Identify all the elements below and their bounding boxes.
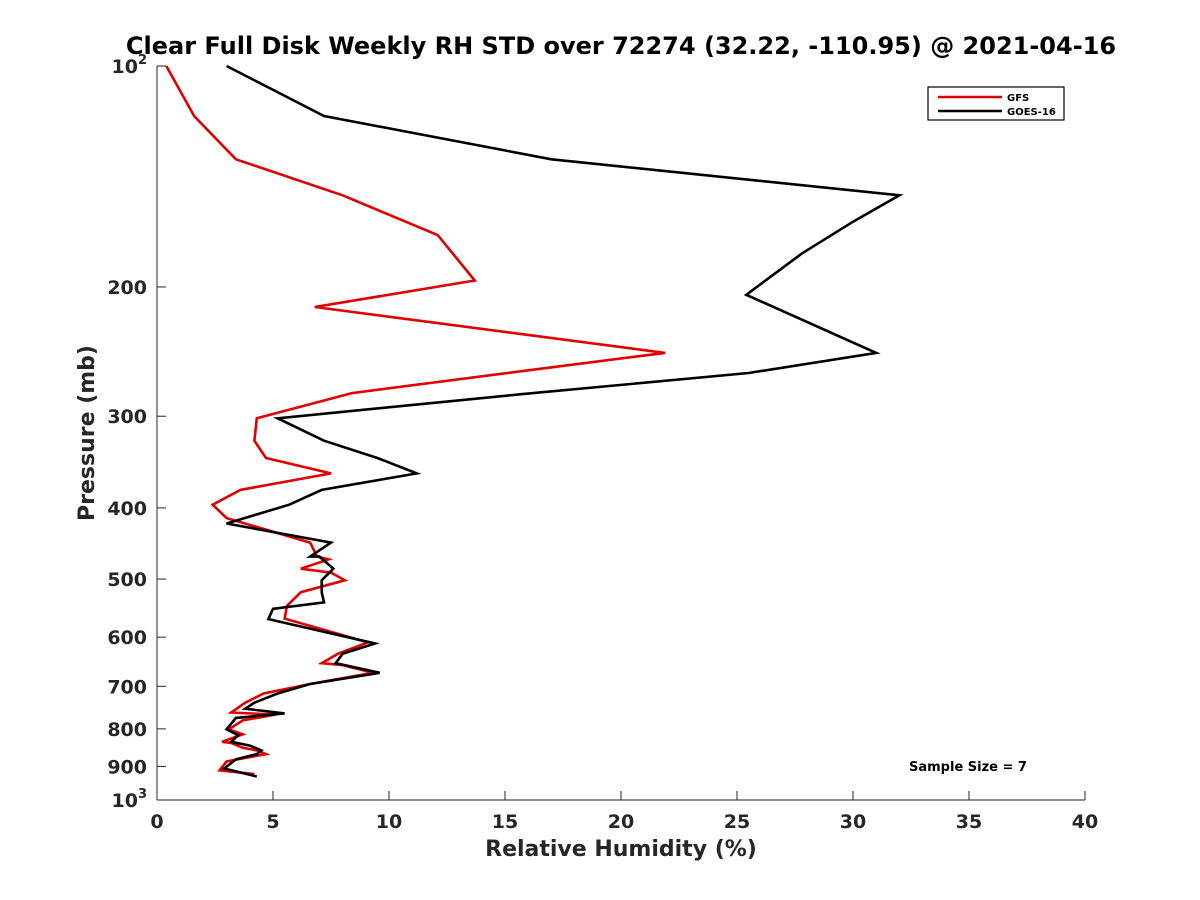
x-tick-label: 0 — [150, 811, 163, 833]
chart-title: Clear Full Disk Weekly RH STD over 72274… — [126, 32, 1116, 60]
y-tick-label: 800 — [107, 719, 147, 741]
y-tick-label: 600 — [107, 627, 147, 649]
y-axis-label: Pressure (mb) — [75, 345, 100, 521]
y-tick-label: 102 — [112, 53, 148, 78]
legend-label-gfs: GFS — [1007, 93, 1029, 104]
plot-area: 0 5 10 15 20 25 30 35 40 102 200 300 400 500 600 700 800… — [107, 53, 1098, 833]
y-tick-label: 200 — [107, 277, 147, 299]
y-tick-label: 103 — [112, 787, 148, 812]
y-tick-label: 500 — [107, 569, 147, 591]
x-tick-label: 40 — [1072, 811, 1098, 833]
y-tick-label: 400 — [107, 498, 147, 520]
y-tick-label: 900 — [107, 756, 147, 778]
sample-size-annotation: Sample Size = 7 — [909, 760, 1027, 775]
x-tick-label: 5 — [266, 811, 279, 833]
x-tick-label: 15 — [492, 811, 518, 833]
legend-box — [927, 86, 1065, 121]
legend-label-goes-16: GOES-16 — [1007, 107, 1056, 118]
x-tick-label: 35 — [956, 811, 982, 833]
x-tick-label: 10 — [376, 811, 402, 833]
x-tick-label: 30 — [840, 811, 866, 833]
x-tick-label: 20 — [608, 811, 634, 833]
y-tick-label: 700 — [107, 676, 147, 698]
y-tick-label: 300 — [107, 406, 147, 428]
x-axis-label: Relative Humidity (%) — [485, 837, 757, 862]
series-line-goes-16 — [221, 64, 904, 778]
x-tick-label: 25 — [724, 811, 750, 833]
